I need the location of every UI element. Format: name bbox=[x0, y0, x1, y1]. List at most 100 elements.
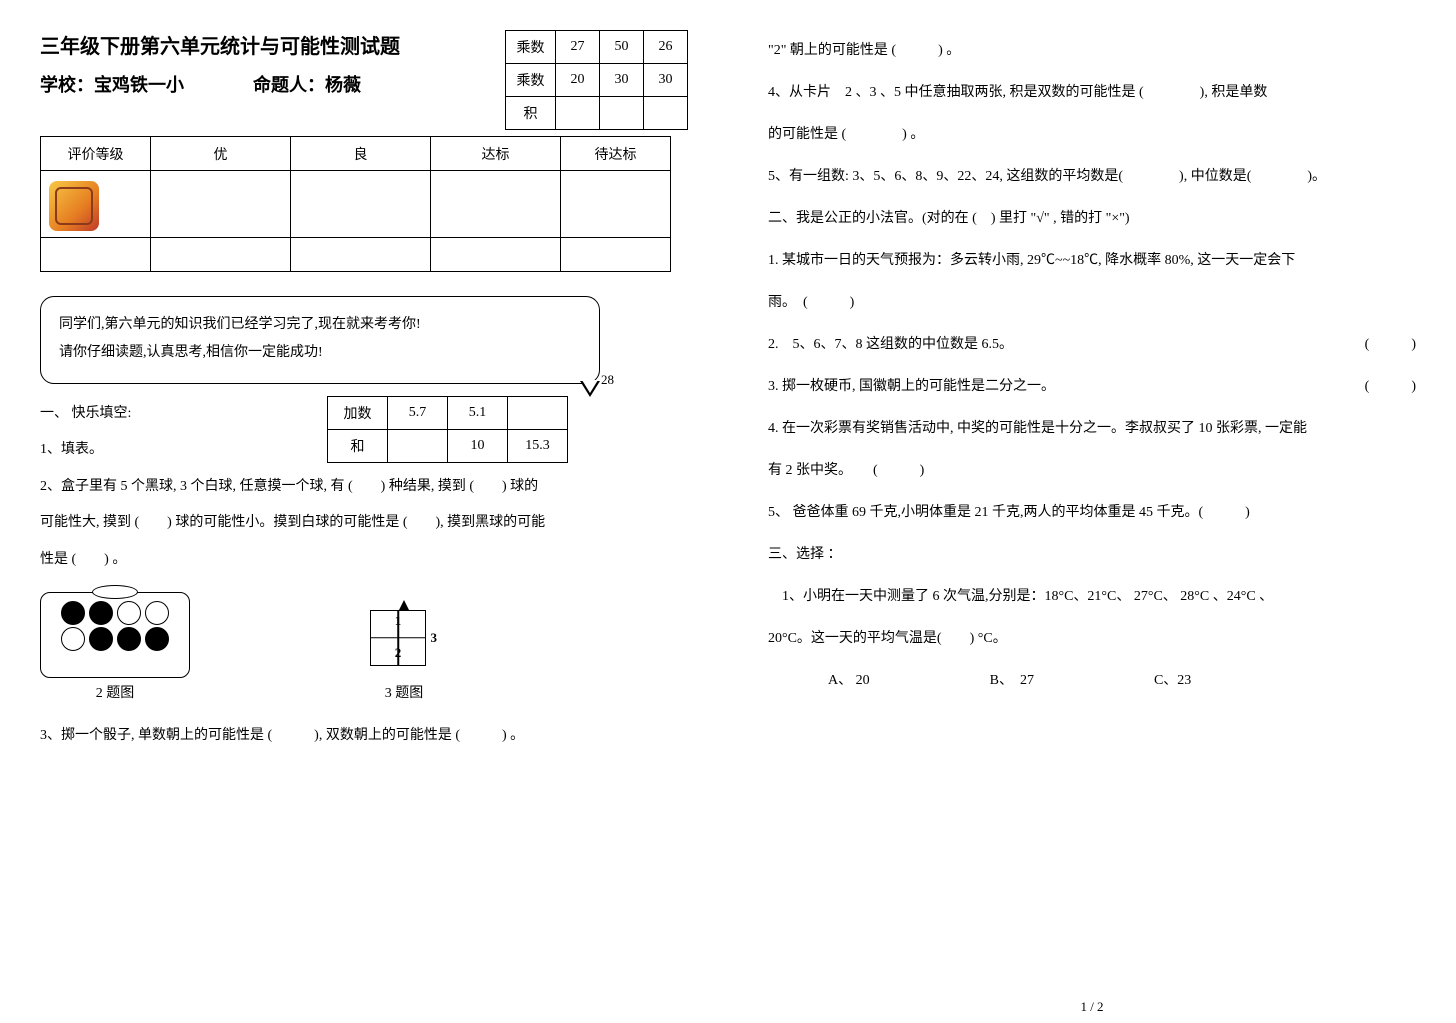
mult-r2c2: 20 bbox=[556, 64, 600, 97]
choice1a: 1、小明在一天中测量了 6 次气温,分别是：18°C、21°C、 27°C、 2… bbox=[768, 576, 1416, 618]
fig2-label: 2 题图 bbox=[96, 682, 135, 702]
judge2: 2. 5、6、7、8 这组数的中位数是 6.5。 ( ) bbox=[768, 324, 1416, 366]
eval-h2: 优 bbox=[151, 137, 291, 171]
fig3-label: 3 题图 bbox=[385, 682, 424, 702]
section1-heading: 一、 快乐填空: bbox=[40, 396, 327, 432]
judge5: 5、 爸爸体重 69 千克,小明体重是 21 千克,两人的平均体重是 45 千克… bbox=[768, 492, 1416, 534]
balls-box-icon bbox=[40, 592, 190, 678]
spinner-num-right: 3 bbox=[431, 630, 438, 646]
option-b: B、 27 bbox=[990, 660, 1034, 702]
q2-line1: 2、盒子里有 5 个黑球, 3 个白球, 任意摸一个球, 有 ( ) 种结果, … bbox=[40, 469, 688, 505]
doc-subtitle: 学校：宝鸡铁一小 命题人：杨薇 bbox=[40, 71, 505, 97]
q1-label: 1、填表。 bbox=[40, 432, 327, 468]
figure-2: 2 题图 bbox=[40, 592, 190, 702]
r-line3: 的可能性是 ( ) 。 bbox=[768, 114, 1416, 156]
eval-blank bbox=[561, 171, 671, 238]
black-ball-icon bbox=[61, 601, 85, 625]
r-line4: 5、有一组数: 3、5、6、8、9、22、24, 这组数的平均数是( ), 中位… bbox=[768, 156, 1416, 198]
right-column: "2" 朝上的可能性是 ( ) 。 4、从卡片 2 、3 、5 中任意抽取两张,… bbox=[728, 0, 1456, 1023]
mult-r3c1: 积 bbox=[506, 97, 556, 130]
black-ball-icon bbox=[117, 627, 141, 651]
sum-r2c2 bbox=[388, 430, 448, 463]
section2-heading: 二、我是公正的小法官。(对的在 ( ) 里打 "√" , 错的打 "×") bbox=[768, 198, 1416, 240]
judge4b: 有 2 张中奖。 ( ) bbox=[768, 450, 1416, 492]
judge3-paren: ( ) bbox=[1365, 366, 1416, 408]
section3-heading: 三、选择 ： bbox=[768, 534, 1416, 576]
evaluation-table: 评价等级 优 良 达标 待达标 bbox=[40, 136, 671, 272]
eval-h4: 达标 bbox=[431, 137, 561, 171]
black-ball-icon bbox=[89, 627, 113, 651]
callout-wrap: 同学们,第六单元的知识我们已经学习完了,现在就来考考你! 请你仔细读题,认真思考… bbox=[40, 296, 688, 384]
eval-h3: 良 bbox=[291, 137, 431, 171]
option-c: C、23 bbox=[1154, 660, 1191, 702]
r-line1: "2" 朝上的可能性是 ( ) 。 bbox=[768, 30, 1416, 72]
intro-callout: 同学们,第六单元的知识我们已经学习完了,现在就来考考你! 请你仔细读题,认真思考… bbox=[40, 296, 600, 384]
eval-h1: 评价等级 bbox=[41, 137, 151, 171]
eval-blank bbox=[291, 171, 431, 238]
spinner-num-top: 1 bbox=[395, 613, 402, 629]
eval-blank bbox=[151, 238, 291, 272]
eval-blank bbox=[561, 238, 671, 272]
judge1b: 雨。 ( ) bbox=[768, 282, 1416, 324]
black-ball-icon bbox=[145, 627, 169, 651]
mult-r1c4: 26 bbox=[644, 31, 688, 64]
page-footer: 1 / 2 bbox=[1080, 999, 1103, 1015]
eval-blank bbox=[151, 171, 291, 238]
judge4a: 4. 在一次彩票有奖销售活动中, 中奖的可能性是十分之一。李叔叔买了 10 张彩… bbox=[768, 408, 1416, 450]
judge3: 3. 掷一枚硬币, 国徽朝上的可能性是二分之一。 ( ) bbox=[768, 366, 1416, 408]
sum-r1c4 bbox=[508, 397, 568, 430]
judge2-paren: ( ) bbox=[1365, 324, 1416, 366]
callout-line1: 同学们,第六单元的知识我们已经学习完了,现在就来考考你! bbox=[59, 311, 581, 339]
white-ball-icon bbox=[61, 627, 85, 651]
eval-blank bbox=[41, 238, 151, 272]
mult-r2c3: 30 bbox=[600, 64, 644, 97]
q2-line3: 性是 ( ) 。 bbox=[40, 542, 688, 578]
black-ball-icon bbox=[89, 601, 113, 625]
sum-r2c4: 15.3 bbox=[508, 430, 568, 463]
eval-blank bbox=[431, 171, 561, 238]
figure-3: 1 2 3 3 题图 bbox=[370, 610, 438, 702]
callout-tail-icon bbox=[580, 381, 600, 397]
left-column: 三年级下册第六单元统计与可能性测试题 学校：宝鸡铁一小 命题人：杨薇 乘数 27… bbox=[0, 0, 728, 1023]
q2-line2: 可能性大, 摸到 ( ) 球的可能性小。摸到白球的可能性是 ( ), 摸到黑球的… bbox=[40, 505, 688, 541]
doc-title: 三年级下册第六单元统计与可能性测试题 bbox=[40, 30, 505, 59]
figures-row: 2 题图 1 2 3 3 题图 bbox=[40, 592, 688, 702]
eval-h5: 待达标 bbox=[561, 137, 671, 171]
box-lid-icon bbox=[92, 585, 138, 599]
choice1b: 20°C。这一天的平均气温是( ) °C。 bbox=[768, 618, 1416, 660]
school-label: 学校：宝鸡铁一小 bbox=[40, 75, 184, 95]
sum-r1c1: 加数 bbox=[328, 397, 388, 430]
sum-r2c1: 和 bbox=[328, 430, 388, 463]
eval-icon-cell bbox=[41, 171, 151, 238]
mult-r1c1: 乘数 bbox=[506, 31, 556, 64]
callout-line2: 请你仔细读题,认真思考,相信你一定能成功! bbox=[59, 339, 581, 367]
mult-r3c2 bbox=[556, 97, 600, 130]
award-stamp-icon bbox=[49, 181, 99, 231]
author-label: 命题人：杨薇 bbox=[253, 75, 361, 95]
white-ball-icon bbox=[117, 601, 141, 625]
sum-table: 加数 5.7 5.1 和 10 15.3 bbox=[327, 396, 568, 463]
mult-r2c1: 乘数 bbox=[506, 64, 556, 97]
white-ball-icon bbox=[145, 601, 169, 625]
eval-blank bbox=[291, 238, 431, 272]
sum-r1c3: 5.1 bbox=[448, 397, 508, 430]
callout-score: 28 bbox=[601, 372, 614, 388]
header-row: 三年级下册第六单元统计与可能性测试题 学校：宝鸡铁一小 命题人：杨薇 乘数 27… bbox=[40, 30, 688, 130]
options-row: A、 20 B、 27 C、23 bbox=[768, 660, 1416, 702]
mult-r3c3 bbox=[600, 97, 644, 130]
sum-r1c2: 5.7 bbox=[388, 397, 448, 430]
q3-line: 3、掷一个骰子, 单数朝上的可能性是 ( ), 双数朝上的可能性是 ( ) 。 bbox=[40, 718, 688, 754]
spinner-icon: 1 2 3 bbox=[370, 610, 438, 678]
mult-r3c4 bbox=[644, 97, 688, 130]
mult-r2c4: 30 bbox=[644, 64, 688, 97]
judge2-text: 2. 5、6、7、8 这组数的中位数是 6.5。 bbox=[768, 337, 1013, 352]
r-line2: 4、从卡片 2 、3 、5 中任意抽取两张, 积是双数的可能性是 ( ), 积是… bbox=[768, 72, 1416, 114]
spinner-arrow-icon bbox=[399, 600, 409, 610]
judge1a: 1. 某城市一日的天气预报为：多云转小雨, 29℃~~18℃, 降水概率 80%… bbox=[768, 240, 1416, 282]
sum-r2c3: 10 bbox=[448, 430, 508, 463]
option-a: A、 20 bbox=[828, 660, 870, 702]
spinner-num-bottom: 2 bbox=[395, 645, 402, 661]
multiplication-table: 乘数 27 50 26 乘数 20 30 30 积 bbox=[505, 30, 688, 130]
mult-r1c3: 50 bbox=[600, 31, 644, 64]
mult-r1c2: 27 bbox=[556, 31, 600, 64]
